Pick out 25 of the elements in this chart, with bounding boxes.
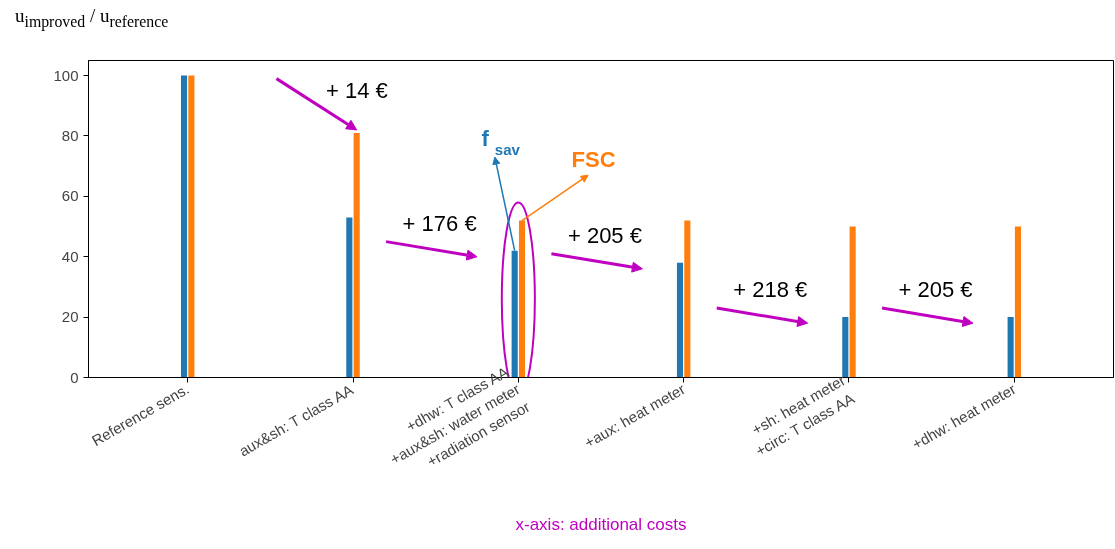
y-tick-label: 80 (61, 126, 79, 144)
bar (676, 262, 684, 378)
annotation: + 218 € (733, 277, 808, 303)
annotation: + 14 € (326, 77, 388, 103)
bar (1014, 226, 1022, 378)
bar (346, 217, 353, 378)
y-tick-label: 100 (53, 66, 79, 84)
y-axis-title: u$_{improved}$ / u$_{reference}$ (15, 5, 169, 33)
annotation: + 205 € (898, 277, 973, 303)
x-axis-title: x-axis: additional costs (515, 515, 687, 535)
annotation: + 205 € (567, 222, 642, 248)
x-tick-label: +sh: heat meter +circ: T class AA (748, 371, 858, 460)
bar (180, 75, 188, 378)
bar (188, 75, 195, 378)
bar (842, 317, 849, 378)
y-tick-label: 0 (70, 368, 79, 386)
bar (1007, 317, 1014, 378)
y-tick-label: 20 (61, 308, 79, 326)
y-tick-label: 40 (61, 247, 79, 265)
text: FSC (571, 147, 616, 173)
y-tick-label: 60 (61, 187, 79, 205)
x-tick-label: +aux: heat meter (581, 380, 688, 452)
bar (684, 220, 691, 378)
annotation: + 176 € (402, 210, 477, 236)
bar (849, 226, 856, 378)
